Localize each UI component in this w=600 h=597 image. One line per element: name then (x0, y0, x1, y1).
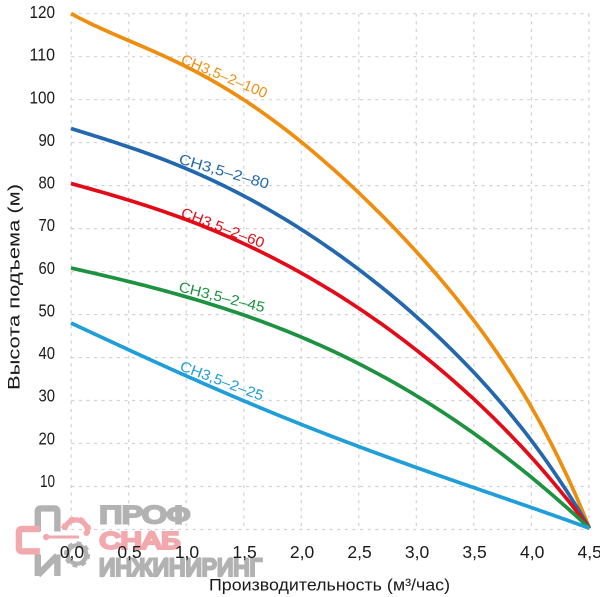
svg-text:50: 50 (39, 300, 56, 320)
svg-text:60: 60 (39, 258, 56, 278)
svg-text:30: 30 (39, 386, 56, 406)
svg-text:90: 90 (39, 130, 56, 150)
svg-text:2,0: 2,0 (290, 542, 315, 562)
svg-text:Производительность (м³/час): Производительность (м³/час) (209, 577, 450, 595)
svg-text:Высота подъема (м): Высота подъема (м) (5, 184, 24, 390)
svg-text:3,0: 3,0 (405, 542, 430, 562)
svg-text:40: 40 (39, 343, 56, 363)
svg-text:10: 10 (40, 471, 55, 491)
svg-text:СНАБ: СНАБ (100, 528, 181, 554)
svg-text:1,0: 1,0 (175, 542, 200, 562)
svg-text:4,5: 4,5 (578, 542, 600, 562)
svg-text:80: 80 (39, 173, 56, 193)
svg-text:70: 70 (39, 215, 56, 235)
svg-text:3,5: 3,5 (462, 542, 486, 562)
svg-text:120: 120 (30, 2, 56, 22)
svg-text:20: 20 (39, 428, 56, 448)
svg-text:4,0: 4,0 (520, 542, 545, 562)
svg-text:110: 110 (30, 45, 56, 65)
svg-text:100: 100 (30, 87, 56, 107)
svg-text:ИНЖИНИРИНГ: ИНЖИНИРИНГ (99, 554, 262, 581)
svg-text:2,5: 2,5 (347, 542, 371, 562)
svg-text:1,5: 1,5 (232, 542, 256, 562)
svg-text:0,0: 0,0 (60, 542, 85, 562)
svg-text:ПРОФ: ПРОФ (100, 502, 191, 529)
svg-text:0,5: 0,5 (117, 542, 141, 562)
